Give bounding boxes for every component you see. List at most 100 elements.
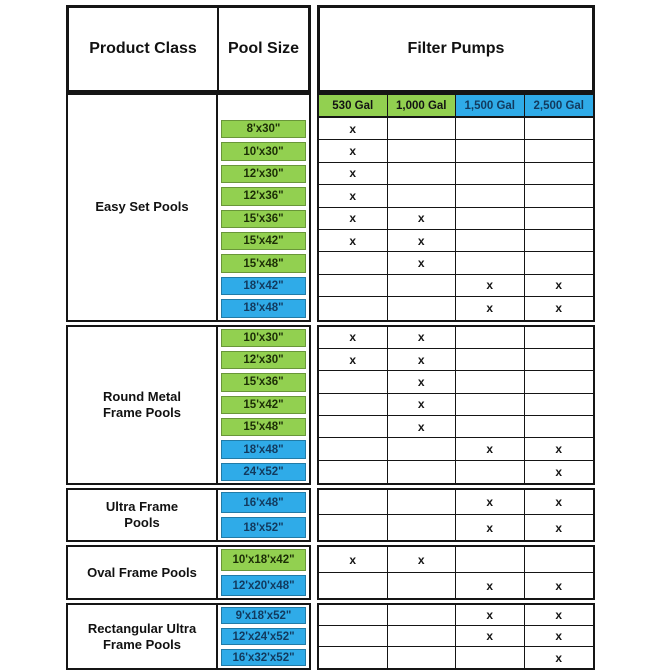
pool-size-chip: 18'x52": [221, 517, 306, 539]
pump-mark: x: [417, 397, 425, 412]
pump-mark: x: [417, 330, 425, 345]
product-class-cell: Ultra Frame Pools: [68, 490, 218, 541]
pump-cell: [319, 252, 388, 275]
pool-size-chip: 12'x30": [221, 350, 306, 370]
pool-size-row: 12'x30": [218, 349, 309, 371]
pump-cell: x: [387, 393, 456, 417]
pump-cell: [387, 118, 456, 141]
pump-mark: x: [555, 629, 563, 644]
table-body: Easy Set Pools 8'x30" 10'x30" 12'x30" 12'x36…: [66, 93, 595, 670]
section-left-block: Round Metal Frame Pools 10'x30" 12'x30" 15'…: [66, 324, 311, 486]
pool-size-row: 12'x36": [218, 185, 309, 207]
pool-size-chip: 12'x30": [221, 164, 306, 184]
pump-cell: [387, 438, 456, 461]
pump-mark: x: [349, 121, 357, 136]
product-class-cell: Oval Frame Pools: [68, 547, 218, 599]
pump-mark: x: [555, 301, 563, 316]
pump-mark: x: [555, 578, 563, 593]
pump-cell: x: [387, 207, 456, 230]
pool-size-column: 16'x48" 18'x52": [218, 490, 309, 540]
pool-size-chip: 15'x42": [221, 231, 306, 251]
pool-size-row: 18'x48": [218, 438, 309, 460]
pump-cell: x: [319, 185, 388, 208]
pump-grid: 530 Gal 1,000 Gal 1,500 Gal 2,500 Gal x x x x x x…: [317, 93, 595, 322]
pump-cell: [319, 438, 388, 461]
pool-size-row: 8'x30": [218, 118, 309, 140]
pool-size-chip: 15'x36": [221, 373, 306, 392]
pool-size-row: 15'x42": [218, 230, 309, 252]
pump-grid: x x x x: [317, 545, 595, 601]
pump-cell: x: [456, 515, 525, 541]
pump-cell: [456, 162, 525, 186]
pump-mark: x: [417, 374, 425, 389]
pump-cell: x: [319, 162, 388, 186]
pump-cell: [456, 140, 525, 163]
pump-mark: x: [555, 650, 563, 665]
pump-mark: x: [555, 608, 563, 623]
pump-cell: [319, 572, 388, 599]
pool-size-chip: 16'x48": [221, 492, 306, 514]
pump-cell: [524, 371, 593, 394]
compatibility-table: Product Class Pool Size Filter Pumps Eas…: [66, 5, 595, 670]
pump-cell: [319, 460, 388, 484]
pump-cell: x: [456, 274, 525, 298]
pump-cell: x: [524, 605, 593, 627]
table-header-row: Product Class Pool Size Filter Pumps: [66, 5, 595, 93]
pump-mark: x: [349, 233, 357, 248]
pump-cell: [388, 460, 456, 484]
pump-mark: x: [417, 233, 425, 248]
pump-mark: x: [486, 495, 494, 510]
pump-cell: [524, 118, 593, 141]
pump-mark: x: [417, 352, 425, 367]
pump-cell: x: [456, 626, 525, 648]
pool-size-row: 15'x48": [218, 416, 309, 438]
pump-cell: x: [456, 605, 525, 627]
pump-cell: x: [387, 416, 456, 439]
pump-cell: [456, 371, 525, 394]
pump-cell: [524, 185, 593, 208]
pump-cell: x: [319, 118, 388, 141]
pool-size-row: 15'x48": [218, 252, 309, 274]
pool-size-row: 16'x48": [218, 490, 309, 515]
pump-cell: x: [524, 626, 593, 648]
pump-cell: x: [319, 140, 388, 163]
pool-size-chip: 8'x30": [221, 120, 306, 139]
pump-cell: [387, 274, 456, 298]
pool-size-chip: 18'x48": [221, 440, 306, 459]
pool-size-chip: 10'x30": [221, 328, 306, 347]
pump-cell: [387, 162, 456, 186]
pump-cell: x: [387, 348, 456, 372]
header-pool-size: Pool Size: [227, 40, 300, 57]
pump-cell: [388, 647, 456, 669]
pool-size-empty-row: [218, 95, 309, 118]
pump-mark: x: [349, 188, 357, 203]
pump-cell: [456, 185, 525, 208]
pump-cell: [456, 460, 525, 484]
pool-size-chip: 12'x24'x52": [221, 628, 306, 646]
pool-size-row: 18'x52": [218, 515, 309, 540]
pool-size-row: 15'x36": [218, 371, 309, 393]
pump-cell: [456, 252, 525, 275]
pump-cell: x: [319, 348, 388, 372]
pool-size-row: 9'x18'x52": [218, 605, 309, 626]
pump-mark: x: [555, 495, 563, 510]
pump-cell: [319, 605, 388, 627]
pump-mark: x: [417, 211, 425, 226]
pump-cell: [387, 185, 456, 208]
pump-mark: x: [349, 330, 357, 345]
pool-size-chip: 10'x18'x42": [221, 549, 306, 571]
pump-cell: [524, 327, 593, 349]
pump-cell: x: [524, 490, 593, 516]
section: Round Metal Frame Pools 10'x30" 12'x30" 15'…: [66, 324, 595, 486]
pump-column-header: 2,500 Gal: [524, 95, 593, 118]
section: Rectangular Ultra Frame Pools 9'x18'x52" 1…: [66, 603, 595, 670]
pump-cell: x: [319, 207, 388, 230]
pool-size-chip: 9'x18'x52": [221, 607, 306, 625]
pump-mark: x: [417, 419, 425, 434]
pump-mark: x: [486, 278, 494, 293]
pump-cell: x: [524, 438, 593, 461]
pump-mark: x: [555, 278, 563, 293]
pump-mark: x: [486, 301, 494, 316]
pump-cell: x: [387, 252, 456, 275]
